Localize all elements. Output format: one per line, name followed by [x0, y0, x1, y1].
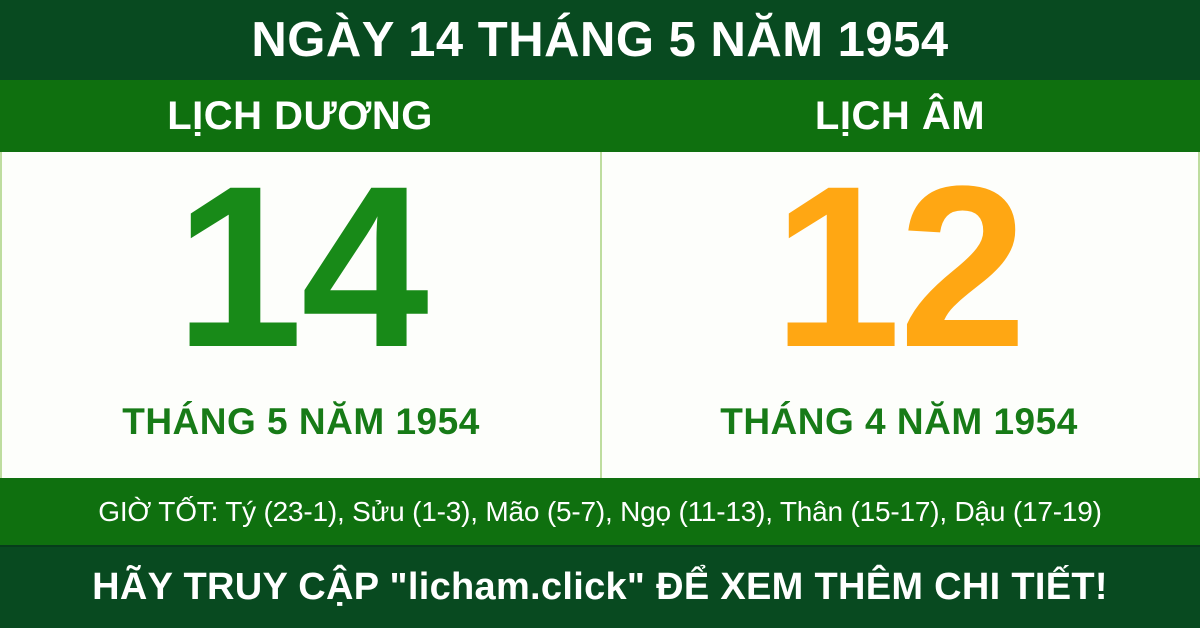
lunar-month-year-label: THÁNG 4 NĂM 1954: [720, 400, 1078, 442]
solar-day-number: 14: [175, 138, 429, 395]
good-hours-text: GIỜ TỐT: Tý (23-1), Sửu (1-3), Mão (5-7)…: [98, 495, 1102, 527]
lunar-date-card: 12 THÁNG 4 NĂM 1954: [600, 152, 1198, 478]
solar-date-card: 14 THÁNG 5 NĂM 1954: [2, 152, 600, 478]
solar-month-year-label: THÁNG 5 NĂM 1954: [122, 400, 480, 442]
calendar-body: 14 THÁNG 5 NĂM 1954 12 THÁNG 4 NĂM 1954: [0, 152, 1200, 478]
footer-promo-text: HÃY TRUY CẬP "licham.click" ĐỂ XEM THÊM …: [92, 566, 1108, 608]
column-divider: [600, 152, 602, 478]
good-hours-bar: GIỜ TỐT: Tý (23-1), Sửu (1-3), Mão (5-7)…: [0, 478, 1200, 545]
lunar-day-number: 12: [773, 138, 1027, 395]
calendar-type-header-row: LỊCH DƯƠNG LỊCH ÂM: [0, 80, 1200, 152]
lunar-calendar-header: LỊCH ÂM: [814, 93, 986, 138]
footer-promo-bar: HÃY TRUY CẬP "licham.click" ĐỂ XEM THÊM …: [0, 545, 1200, 628]
date-title-bar: NGÀY 14 THÁNG 5 NĂM 1954: [0, 0, 1200, 80]
solar-calendar-header: LỊCH DƯƠNG: [167, 93, 433, 138]
date-title: NGÀY 14 THÁNG 5 NĂM 1954: [251, 13, 949, 67]
